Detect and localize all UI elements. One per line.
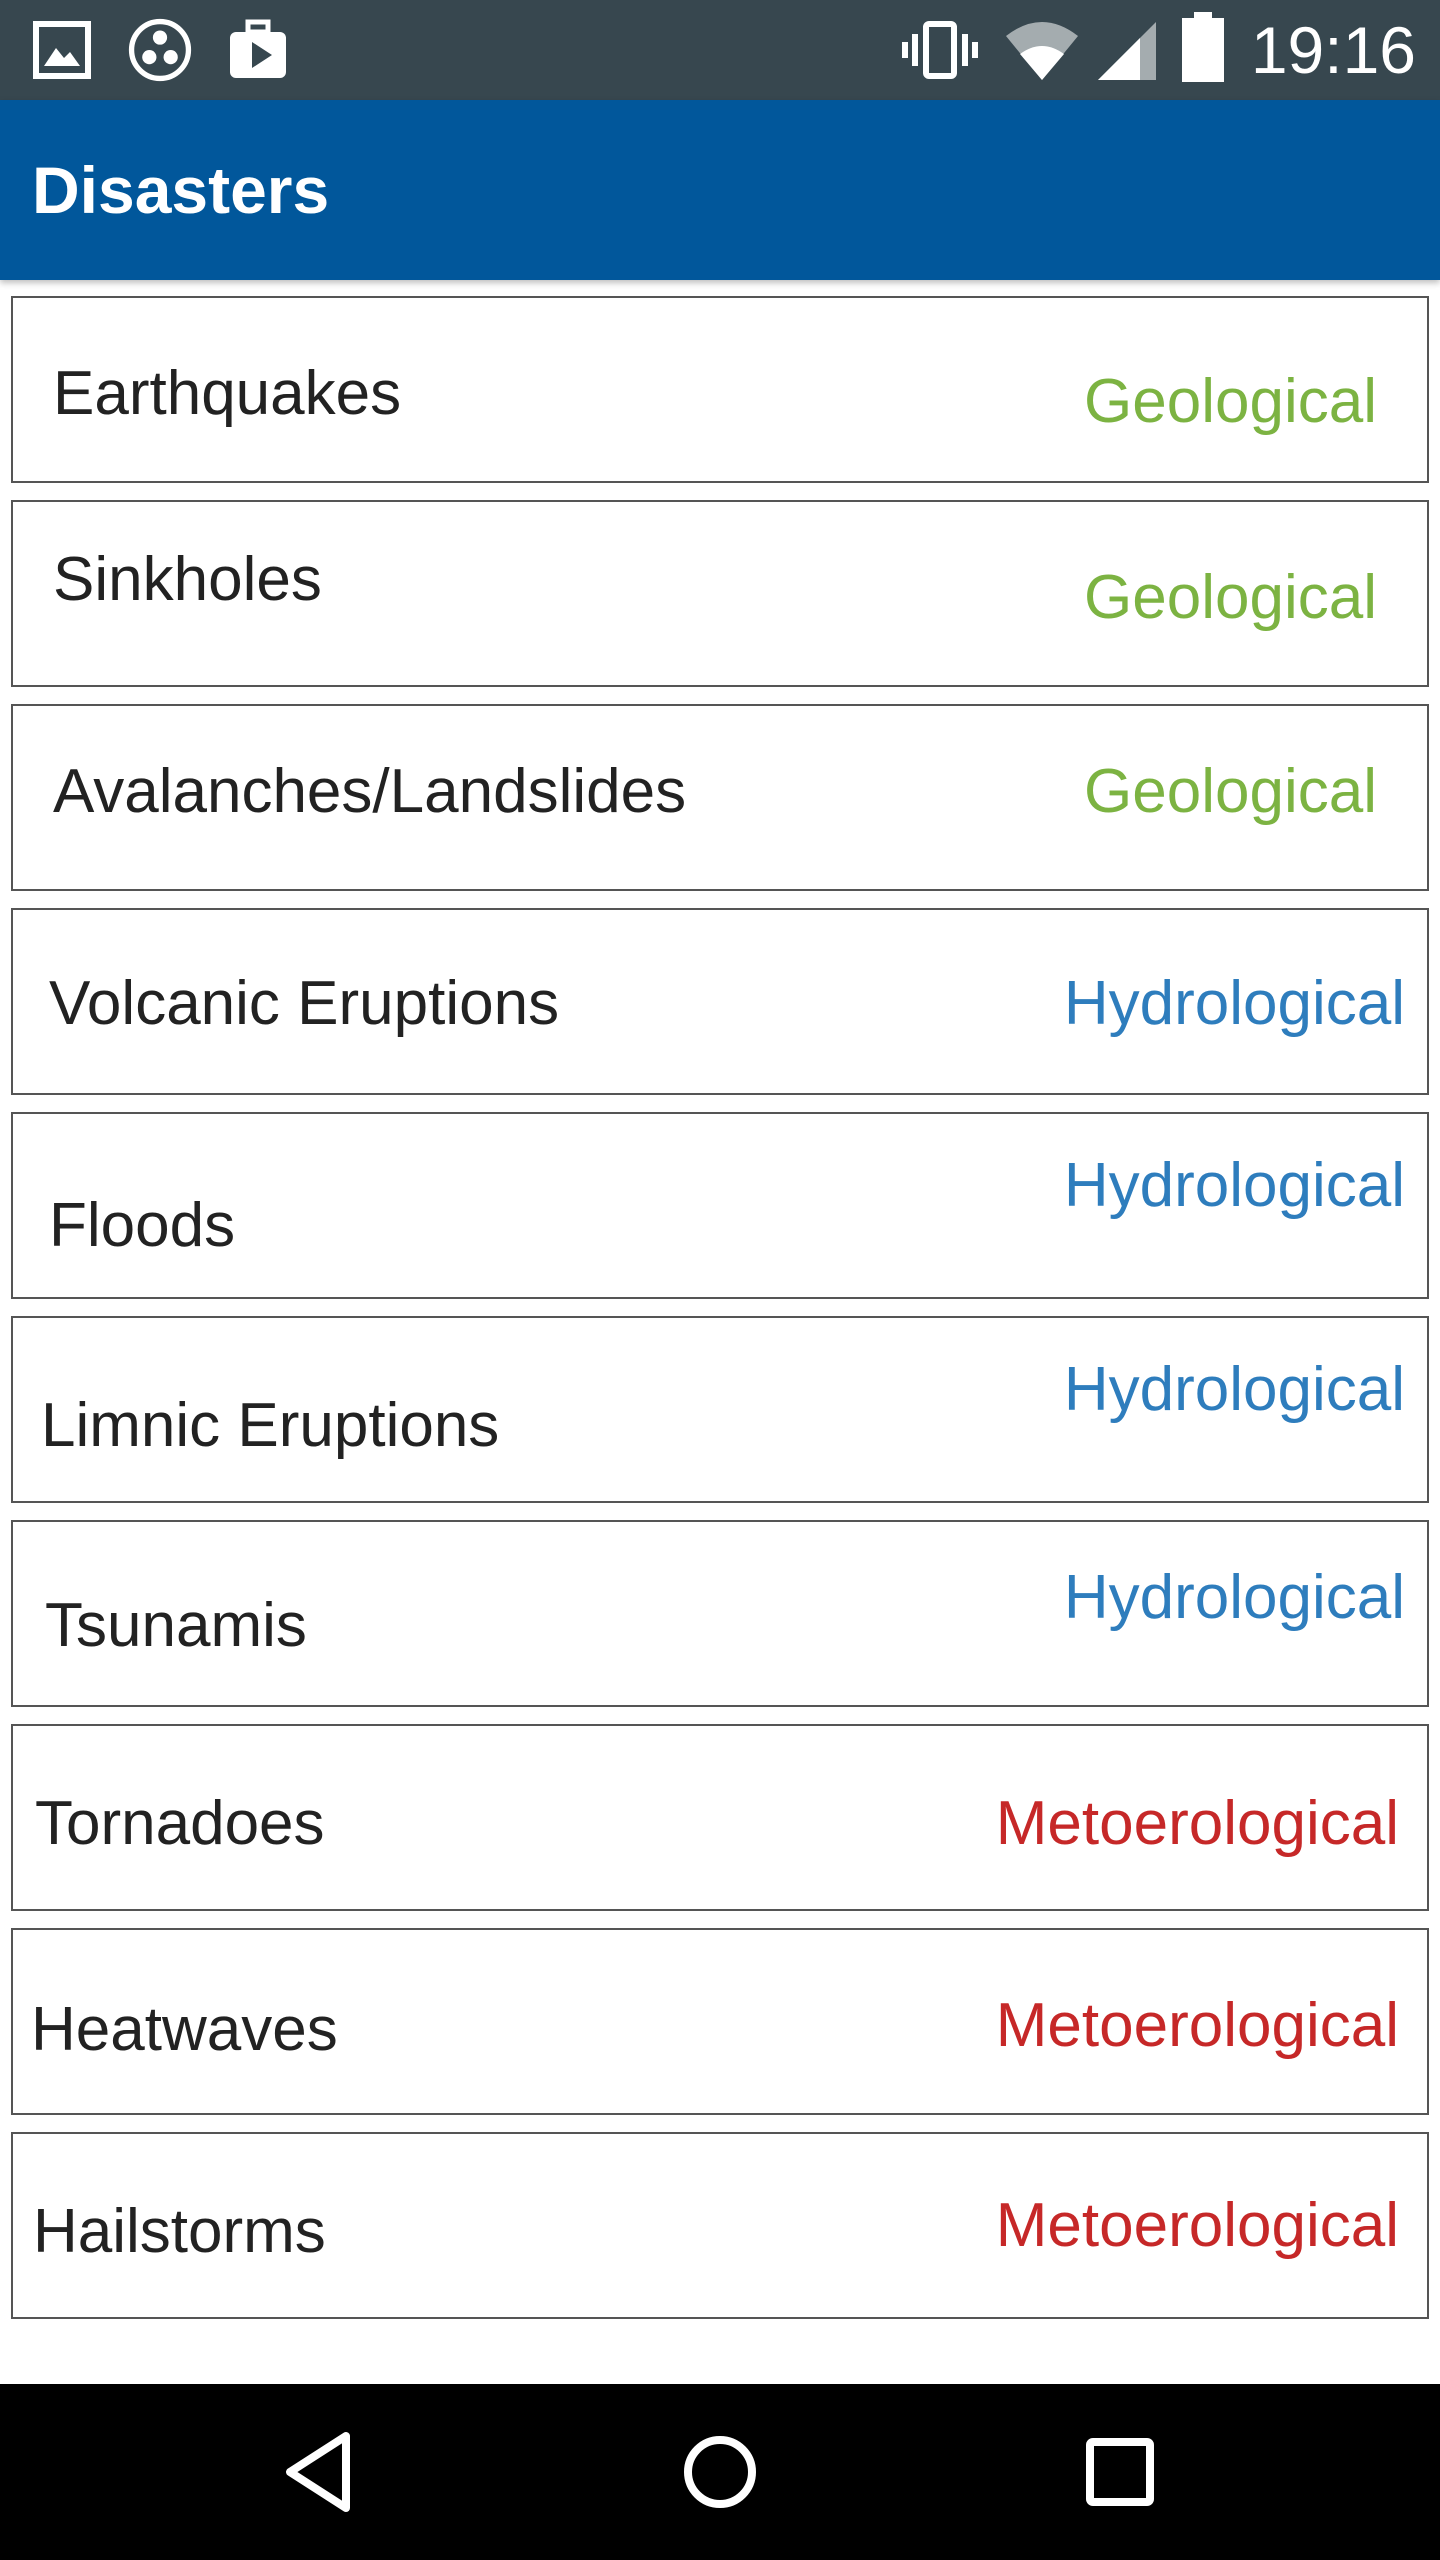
item-name: Tornadoes: [35, 1789, 325, 1858]
item-category: Geological: [1084, 563, 1377, 632]
item-category: Hydrological: [1063, 969, 1405, 1038]
status-time: 19:16: [1250, 13, 1416, 87]
item-category: Hydrological: [1063, 1151, 1405, 1220]
status-bar: 19:16: [0, 0, 1440, 100]
item-name: Avalanches/Landslides: [53, 757, 687, 826]
item-category: Geological: [1084, 367, 1377, 436]
item-category: Metoerological: [995, 2191, 1399, 2260]
list-item[interactable]: Sinkholes Geological: [11, 500, 1429, 687]
list-item[interactable]: Floods Hydrological: [11, 1112, 1429, 1299]
app-bar: Disasters: [0, 100, 1440, 280]
item-category: Geological: [1084, 757, 1377, 826]
list-item[interactable]: Earthquakes Geological: [11, 296, 1429, 483]
item-category: Metoerological: [995, 1991, 1399, 2060]
gallery-icon: [33, 21, 91, 79]
list-item[interactable]: Avalanches/Landslides Geological: [11, 704, 1429, 891]
item-category: Metoerological: [995, 1789, 1399, 1858]
list-item[interactable]: Hailstorms Metoerological: [11, 2132, 1429, 2319]
item-category: Hydrological: [1063, 1563, 1405, 1632]
wifi-icon: [1006, 22, 1078, 80]
cell-signal-icon: [1098, 22, 1156, 80]
back-icon[interactable]: [272, 2424, 368, 2520]
item-name: Hailstorms: [33, 2197, 326, 2266]
recents-icon[interactable]: [1072, 2424, 1168, 2520]
list-item[interactable]: Limnic Eruptions Hydrological: [11, 1316, 1429, 1503]
list-item[interactable]: Volcanic Eruptions Hydrological: [11, 908, 1429, 1095]
item-category: Hydrological: [1063, 1355, 1405, 1424]
item-name: Floods: [49, 1191, 236, 1260]
app-circles-icon: [128, 18, 192, 82]
item-name: Limnic Eruptions: [41, 1391, 500, 1460]
list-item[interactable]: Tsunamis Hydrological: [11, 1520, 1429, 1707]
page-title: Disasters: [32, 153, 330, 227]
navigation-bar: [0, 2384, 1440, 2560]
home-icon[interactable]: [672, 2424, 768, 2520]
briefcase-play-icon: [230, 19, 286, 78]
vibrate-icon: [902, 21, 978, 79]
item-name: Earthquakes: [53, 359, 402, 428]
item-name: Tsunamis: [45, 1591, 307, 1660]
battery-icon: [1182, 12, 1224, 82]
list-item[interactable]: Tornadoes Metoerological: [11, 1724, 1429, 1911]
item-name: Sinkholes: [53, 545, 322, 614]
list-item[interactable]: Heatwaves Metoerological: [11, 1928, 1429, 2115]
item-name: Heatwaves: [31, 1995, 338, 2064]
item-name: Volcanic Eruptions: [49, 969, 560, 1038]
